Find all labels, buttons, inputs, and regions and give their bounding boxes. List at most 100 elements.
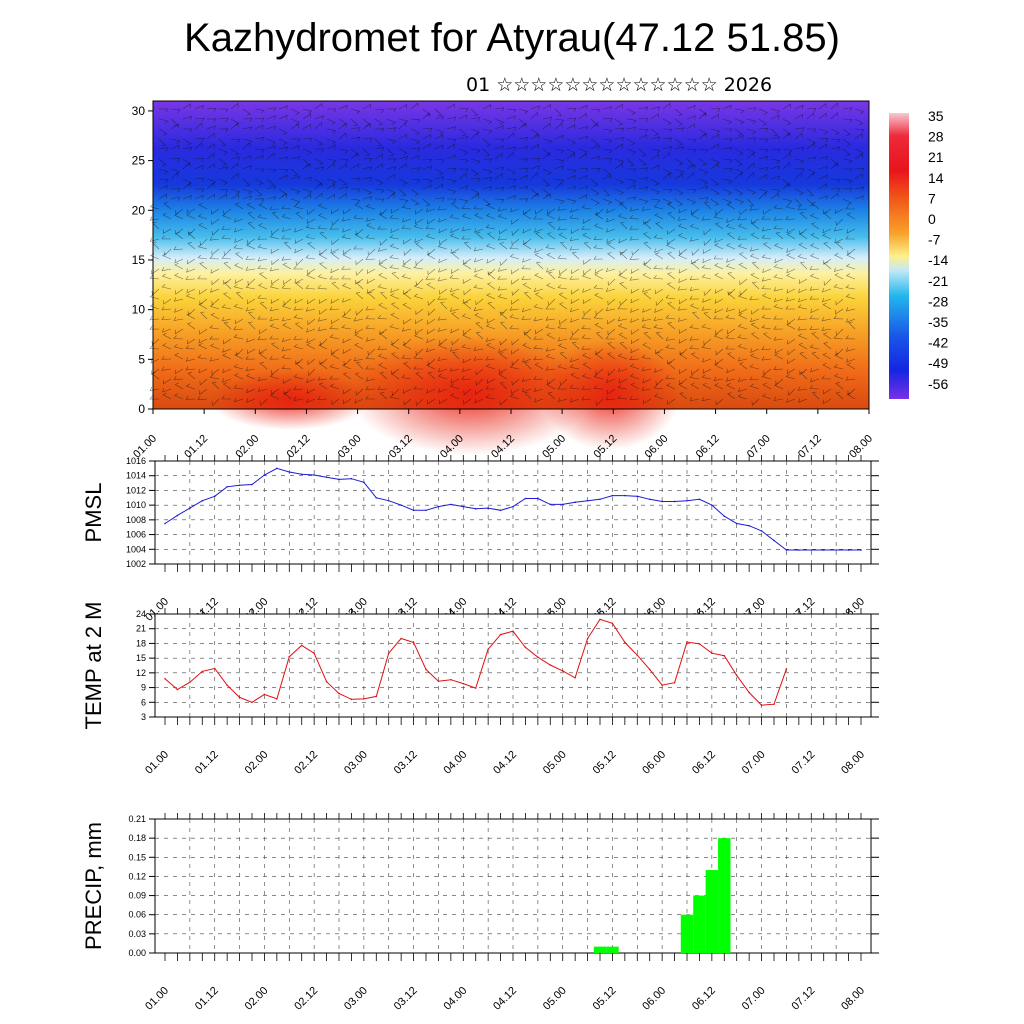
warm-region: [210, 370, 370, 430]
y-tick-label: 24: [136, 609, 146, 619]
colorbar-label: 14: [928, 170, 944, 186]
x-tick-label: 03.12: [392, 985, 420, 1013]
y-tick-label: 1006: [126, 530, 146, 540]
data-point: [648, 498, 651, 501]
x-tick-label: 02.00: [233, 433, 261, 461]
data-point: [450, 503, 452, 506]
data-point: [561, 503, 564, 506]
data-point: [300, 644, 303, 647]
y-tick-label: 1014: [126, 471, 146, 481]
data-point: [276, 467, 278, 470]
data-point: [412, 509, 415, 512]
data-point: [313, 652, 315, 655]
data-point: [226, 485, 228, 488]
y-tick-label: 6: [141, 697, 146, 707]
colorbar-label: -7: [928, 232, 941, 248]
data-point: [760, 530, 763, 532]
data-point: [251, 483, 253, 486]
data-point: [537, 497, 539, 500]
data-point: [524, 646, 527, 649]
data-point: [412, 641, 415, 644]
x-tick-label: 03.00: [342, 985, 370, 1013]
data-point: [586, 499, 589, 502]
data-point: [276, 698, 278, 700]
plot-frame: [154, 460, 872, 565]
x-tick-label: 05.00: [541, 749, 569, 777]
precip-bar: [606, 946, 619, 953]
data-point: [723, 654, 726, 657]
data-point: [363, 481, 365, 484]
data-point: [189, 507, 191, 509]
data-point: [164, 677, 166, 680]
data-point: [711, 504, 713, 506]
data-point: [300, 473, 303, 476]
precip-chart: 0.00 0.03 0.06 0.09 0.12 0.15 0.18 0.21 01.00 01.…: [81, 813, 879, 1013]
data-point: [487, 648, 489, 651]
x-tick-label: 05.00: [541, 985, 569, 1013]
x-tick-label: 05.12: [591, 749, 619, 777]
data-point: [226, 684, 228, 686]
data-point: [375, 695, 378, 698]
x-tick-label: 01.00: [143, 985, 171, 1013]
y-tick-label: 0.09: [128, 891, 146, 901]
data-point: [661, 500, 663, 503]
data-point: [425, 509, 427, 512]
colorbar-label: 0: [928, 211, 936, 227]
data-point: [661, 684, 663, 686]
y-tick-label: 30: [132, 104, 146, 118]
data-point: [437, 680, 440, 682]
precip-bar: [693, 895, 706, 953]
data-point: [350, 698, 353, 701]
data-point: [238, 484, 241, 487]
data-point: [251, 701, 253, 704]
warm-region: [350, 335, 590, 455]
x-tick-label: 06.12: [694, 433, 722, 461]
data-point: [201, 499, 204, 502]
y-tick-label: 0.21: [128, 814, 146, 824]
data-point: [648, 668, 651, 671]
data-point: [499, 633, 502, 636]
data-point: [810, 549, 813, 551]
subtitle: 01 ☆☆☆☆☆☆☆☆☆☆☆☆☆ 2026: [466, 74, 773, 96]
y-axis-label: PRECIP, mm: [81, 822, 106, 950]
data-point: [338, 692, 340, 695]
y-tick-label: 1008: [126, 515, 146, 525]
y-tick-label: 1002: [126, 559, 146, 569]
colorbar-label: -42: [928, 335, 948, 351]
data-point: [537, 656, 539, 658]
y-tick-label: 0.06: [128, 910, 146, 920]
data-point: [462, 682, 465, 685]
page-title: Kazhydromet for Atyrau(47.12 51.85): [184, 16, 840, 60]
data-point: [636, 654, 639, 656]
data-point: [611, 494, 614, 497]
warm-region: [540, 340, 680, 450]
data-point: [499, 509, 502, 512]
y-tick-label: 15: [136, 653, 146, 663]
x-tick-label: 01.00: [143, 749, 171, 777]
x-tick-label: 07.12: [789, 985, 817, 1013]
data-point: [673, 681, 676, 684]
x-tick-label: 02.12: [292, 985, 320, 1013]
data-point: [686, 641, 688, 643]
data-point: [735, 522, 738, 525]
data-point: [387, 652, 390, 655]
x-tick-label: 07.00: [740, 749, 768, 777]
data-point: [325, 476, 328, 478]
precip-bar: [593, 946, 607, 953]
x-tick-label: 04.12: [491, 985, 519, 1013]
x-tick-label: 05.12: [591, 985, 619, 1013]
x-tick-label: 06.00: [640, 749, 668, 777]
temp-chart: 3 6 9 12 15 18 21 24 01.00 01.12 02.00 02.12 03.00 03…: [81, 602, 879, 777]
colorbar-label: -21: [928, 273, 948, 289]
y-axis-label: PMSL: [81, 483, 106, 543]
data-point: [748, 524, 750, 527]
data-point: [213, 495, 216, 498]
data-point: [363, 698, 365, 700]
colorbar-label: -56: [928, 376, 948, 392]
data-point: [176, 688, 179, 691]
data-point: [263, 693, 266, 696]
y-axis-label: TEMP at 2 M: [81, 602, 106, 730]
data-point: [748, 691, 750, 694]
data-point: [735, 674, 738, 677]
